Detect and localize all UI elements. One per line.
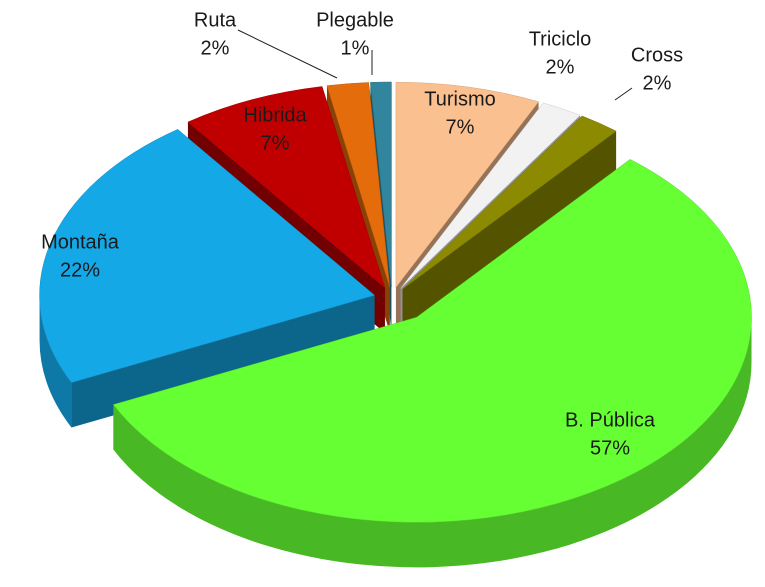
slice-value-label: 2%	[546, 56, 575, 78]
slice-side	[39, 295, 72, 428]
leader-line	[614, 87, 633, 101]
slice	[402, 115, 617, 290]
slice-label: Triciclo	[529, 28, 592, 50]
slice	[400, 102, 581, 289]
slice-label: Turismo	[424, 88, 495, 110]
slice-edge	[402, 131, 617, 335]
slice-value-label: 7%	[446, 116, 475, 138]
slice-value-label: 1%	[341, 37, 370, 59]
slice	[112, 159, 752, 568]
slice-label: Montaña	[41, 231, 120, 253]
slice	[370, 81, 392, 288]
slice-value-label: 57%	[590, 437, 630, 459]
slice-label: Hibrida	[243, 104, 307, 126]
slice	[187, 86, 386, 289]
slice	[402, 115, 617, 335]
slice	[39, 129, 376, 383]
slice-label: Ruta	[194, 9, 237, 31]
slice-value-label: 2%	[643, 72, 672, 94]
slice-label: Plegable	[316, 9, 394, 31]
slice-label: Cross	[631, 44, 683, 66]
slice	[39, 129, 376, 428]
slice	[395, 82, 539, 288]
slice-edge	[71, 295, 375, 428]
slice-label: B. Pública	[565, 409, 656, 431]
slice-side	[113, 317, 752, 568]
leader-line	[237, 29, 338, 79]
slice	[112, 159, 752, 523]
slice-value-label: 7%	[261, 132, 290, 154]
slice-value-label: 2%	[201, 37, 230, 59]
slice	[326, 82, 390, 288]
slice-value-label: 22%	[60, 259, 100, 281]
